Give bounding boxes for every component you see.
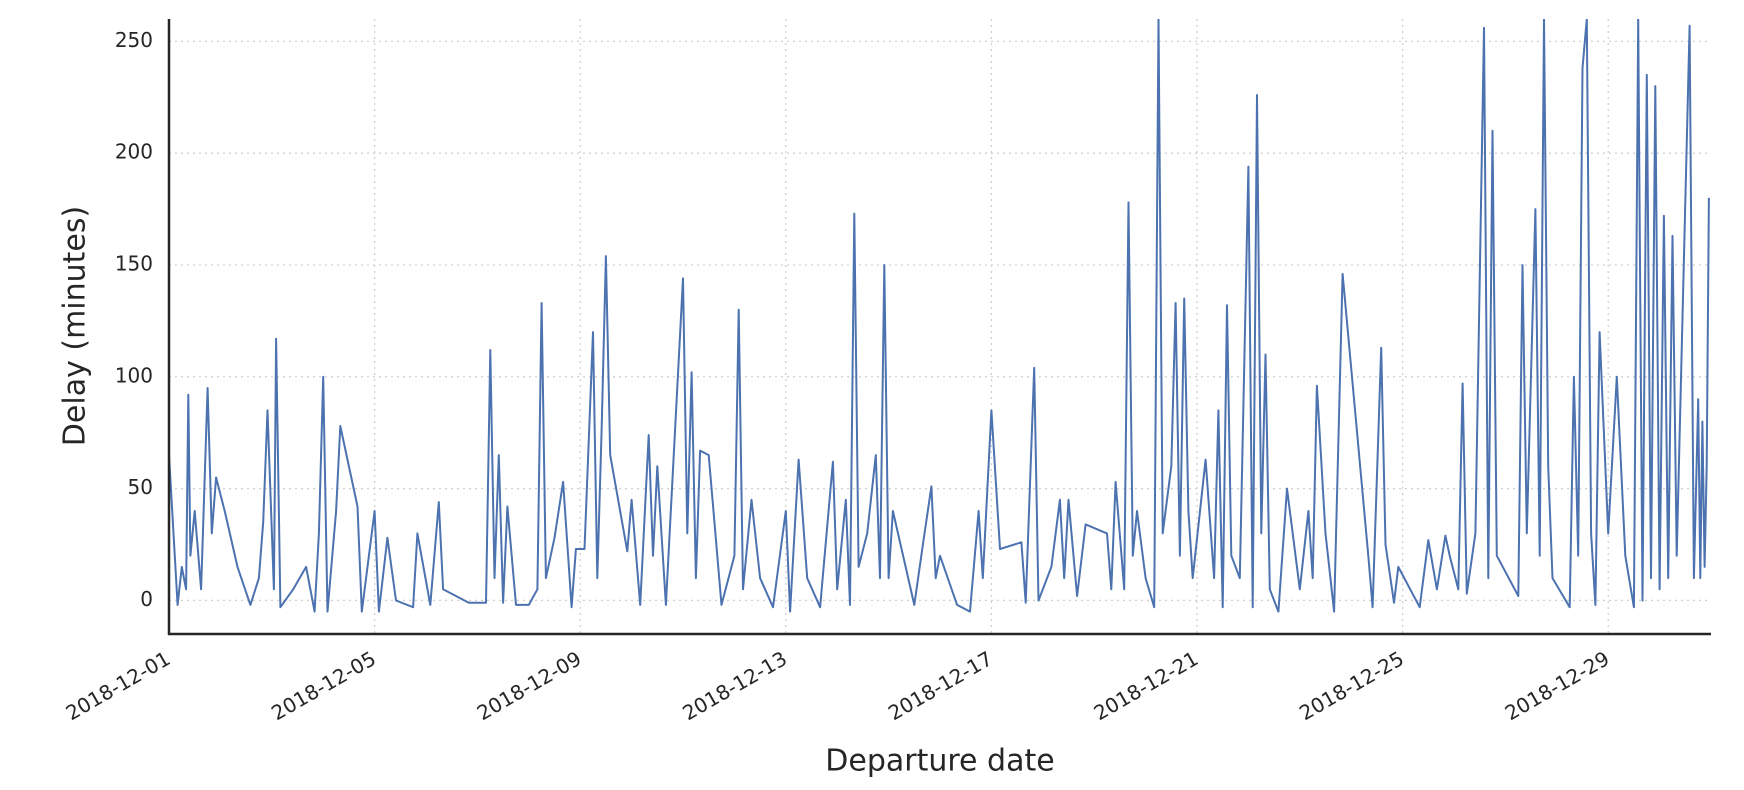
y-axis-label: Delay (minutes) <box>58 206 93 446</box>
y-tick-label: 250 <box>115 28 153 52</box>
x-tick-label: 2018-12-29 <box>1501 646 1614 725</box>
y-tick-label: 200 <box>115 140 153 164</box>
x-tick-label: 2018-12-05 <box>267 646 380 725</box>
y-tick-label: 0 <box>140 587 153 611</box>
x-tick-label: 2018-12-01 <box>62 646 175 725</box>
x-axis-label: Departure date <box>825 744 1054 779</box>
data-line <box>169 19 1710 613</box>
y-tick-label: 50 <box>128 475 153 499</box>
x-tick-label: 2018-12-09 <box>473 646 586 725</box>
y-tick-label: 100 <box>115 363 153 387</box>
x-tick-label: 2018-12-17 <box>884 646 997 725</box>
x-tick-label: 2018-12-13 <box>678 646 791 725</box>
x-tick-label: 2018-12-21 <box>1090 646 1203 725</box>
y-tick-label: 150 <box>115 252 153 276</box>
plot-area <box>169 19 1711 634</box>
x-tick-label: 2018-12-25 <box>1295 646 1408 725</box>
